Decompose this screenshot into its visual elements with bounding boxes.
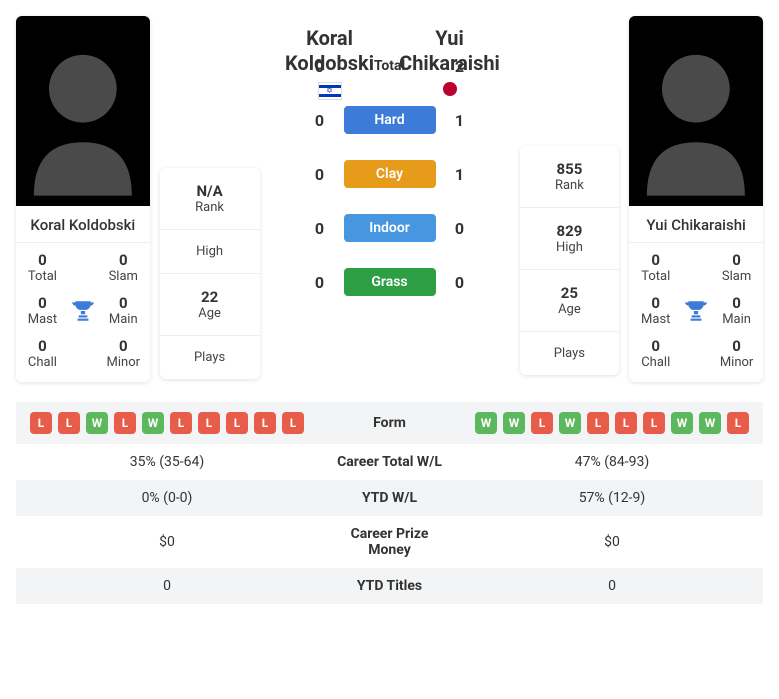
ytd-wl-row: 0% (0-0) YTD W/L 57% (12-9) <box>16 480 763 516</box>
p1-age: 22 <box>164 288 256 306</box>
comparison-table: LLWLWLLLLL Form WWLWLLLWWL 35% (35-64) C… <box>16 402 763 604</box>
trophy-icon <box>676 298 716 324</box>
flag-israel-icon: ✡ <box>318 82 342 100</box>
form-badge: W <box>671 412 693 434</box>
form-badge: L <box>531 412 553 434</box>
player1-card: Koral Koldobski 0Total 0Slam 0Mast 0Main… <box>16 16 150 382</box>
p2-form: WWLWLLLWWL <box>475 412 749 434</box>
player1-avatar <box>16 16 150 206</box>
player1-titles: 0Total 0Slam 0Mast 0Main 0Chall 0Minor <box>16 243 150 382</box>
form-badge: L <box>587 412 609 434</box>
p1-minor: 0 <box>103 337 144 355</box>
top-comparison-area: Koral Koldobski 0Total 0Slam 0Mast 0Main… <box>16 16 763 382</box>
form-badge: W <box>503 412 525 434</box>
player2-avatar <box>629 16 763 206</box>
form-badge: L <box>615 412 637 434</box>
form-badge: L <box>282 412 304 434</box>
p1-total: 0 <box>22 251 63 269</box>
h2h-indoor-row: 0 Indoor 0 <box>270 214 510 242</box>
p1-mast: 0 <box>22 294 63 312</box>
form-badge: W <box>475 412 497 434</box>
trophy-icon <box>63 298 103 324</box>
form-badge: L <box>254 412 276 434</box>
prize-row: $0 Career Prize Money $0 <box>16 516 763 568</box>
p1-slam: 0 <box>103 251 144 269</box>
form-row: LLWLWLLLLL Form WWLWLLLWWL <box>16 402 763 444</box>
form-badge: L <box>58 412 80 434</box>
p1-main: 0 <box>103 294 144 312</box>
p2-high: 829 <box>524 222 616 240</box>
p1-form: LLWLWLLLLL <box>30 412 304 434</box>
flag-japan-icon <box>443 82 457 96</box>
form-badge: W <box>559 412 581 434</box>
player2-titles: 0Total 0Slam 0Mast 0Main 0Chall 0Minor <box>629 243 763 382</box>
form-badge: W <box>142 412 164 434</box>
p1-rank: N/A <box>164 182 256 200</box>
h2h-clay-row: 0 Clay 1 <box>270 160 510 188</box>
p1-chall: 0 <box>22 337 63 355</box>
form-badge: L <box>170 412 192 434</box>
h2h-hard-row: 0 Hard 1 <box>270 106 510 134</box>
h2h-grass-row: 0 Grass 0 <box>270 268 510 296</box>
form-badge: L <box>30 412 52 434</box>
player1-name[interactable]: Koral Koldobski <box>16 206 150 243</box>
p2-age: 25 <box>524 284 616 302</box>
ytd-titles-row: 0 YTD Titles 0 <box>16 568 763 604</box>
form-badge: L <box>727 412 749 434</box>
player2-name[interactable]: Yui Chikaraishi <box>629 206 763 243</box>
career-wl-row: 35% (35-64) Career Total W/L 47% (84-93) <box>16 444 763 480</box>
form-badge: L <box>643 412 665 434</box>
form-badge: L <box>114 412 136 434</box>
center-h2h-col: KoralKoldobski ✡ YuiChikaraishi 0 Total … <box>270 16 510 322</box>
form-badge: W <box>86 412 108 434</box>
form-badge: W <box>699 412 721 434</box>
player1-stats-col: N/ARank High 22Age Plays <box>160 168 260 379</box>
player2-card: Yui Chikaraishi 0Total 0Slam 0Mast 0Main… <box>629 16 763 382</box>
form-badge: L <box>226 412 248 434</box>
form-badge: L <box>198 412 220 434</box>
p2-rank: 855 <box>524 160 616 178</box>
player2-stats-col: 855Rank 829High 25Age Plays <box>520 146 620 375</box>
